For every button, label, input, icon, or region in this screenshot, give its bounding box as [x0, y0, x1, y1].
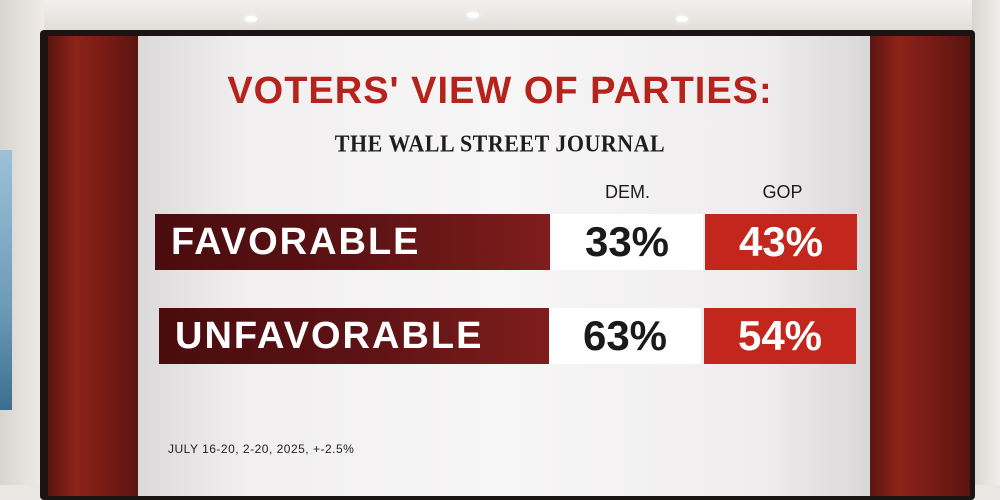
red-side-panel-left	[48, 36, 140, 496]
source-label: THE WALL STREET JOURNAL	[334, 129, 666, 157]
unfavorable-dem-value: 63%	[549, 308, 701, 364]
row-label-unfavorable: UNFAVORABLE	[159, 308, 549, 364]
ceiling-light	[676, 16, 688, 22]
ceiling-light	[245, 16, 257, 22]
row-label-favorable: FAVORABLE	[155, 214, 550, 270]
unfavorable-gop-value: 54%	[704, 308, 856, 364]
poll-footnote: JULY 16-20, 2-20, 2025, +-2.5%	[168, 442, 355, 456]
graphic-title: VOTERS' VIEW OF PARTIES:	[227, 70, 773, 112]
side-monitor	[0, 150, 12, 410]
red-side-panel-right	[868, 36, 970, 496]
column-header-dem: DEM.	[605, 182, 650, 202]
studio-wall-right	[972, 0, 1000, 485]
favorable-dem-value: 33%	[551, 214, 703, 270]
ceiling-light	[467, 12, 479, 18]
column-header-gop: GOP	[762, 182, 803, 202]
favorable-gop-value: 43%	[705, 214, 857, 270]
